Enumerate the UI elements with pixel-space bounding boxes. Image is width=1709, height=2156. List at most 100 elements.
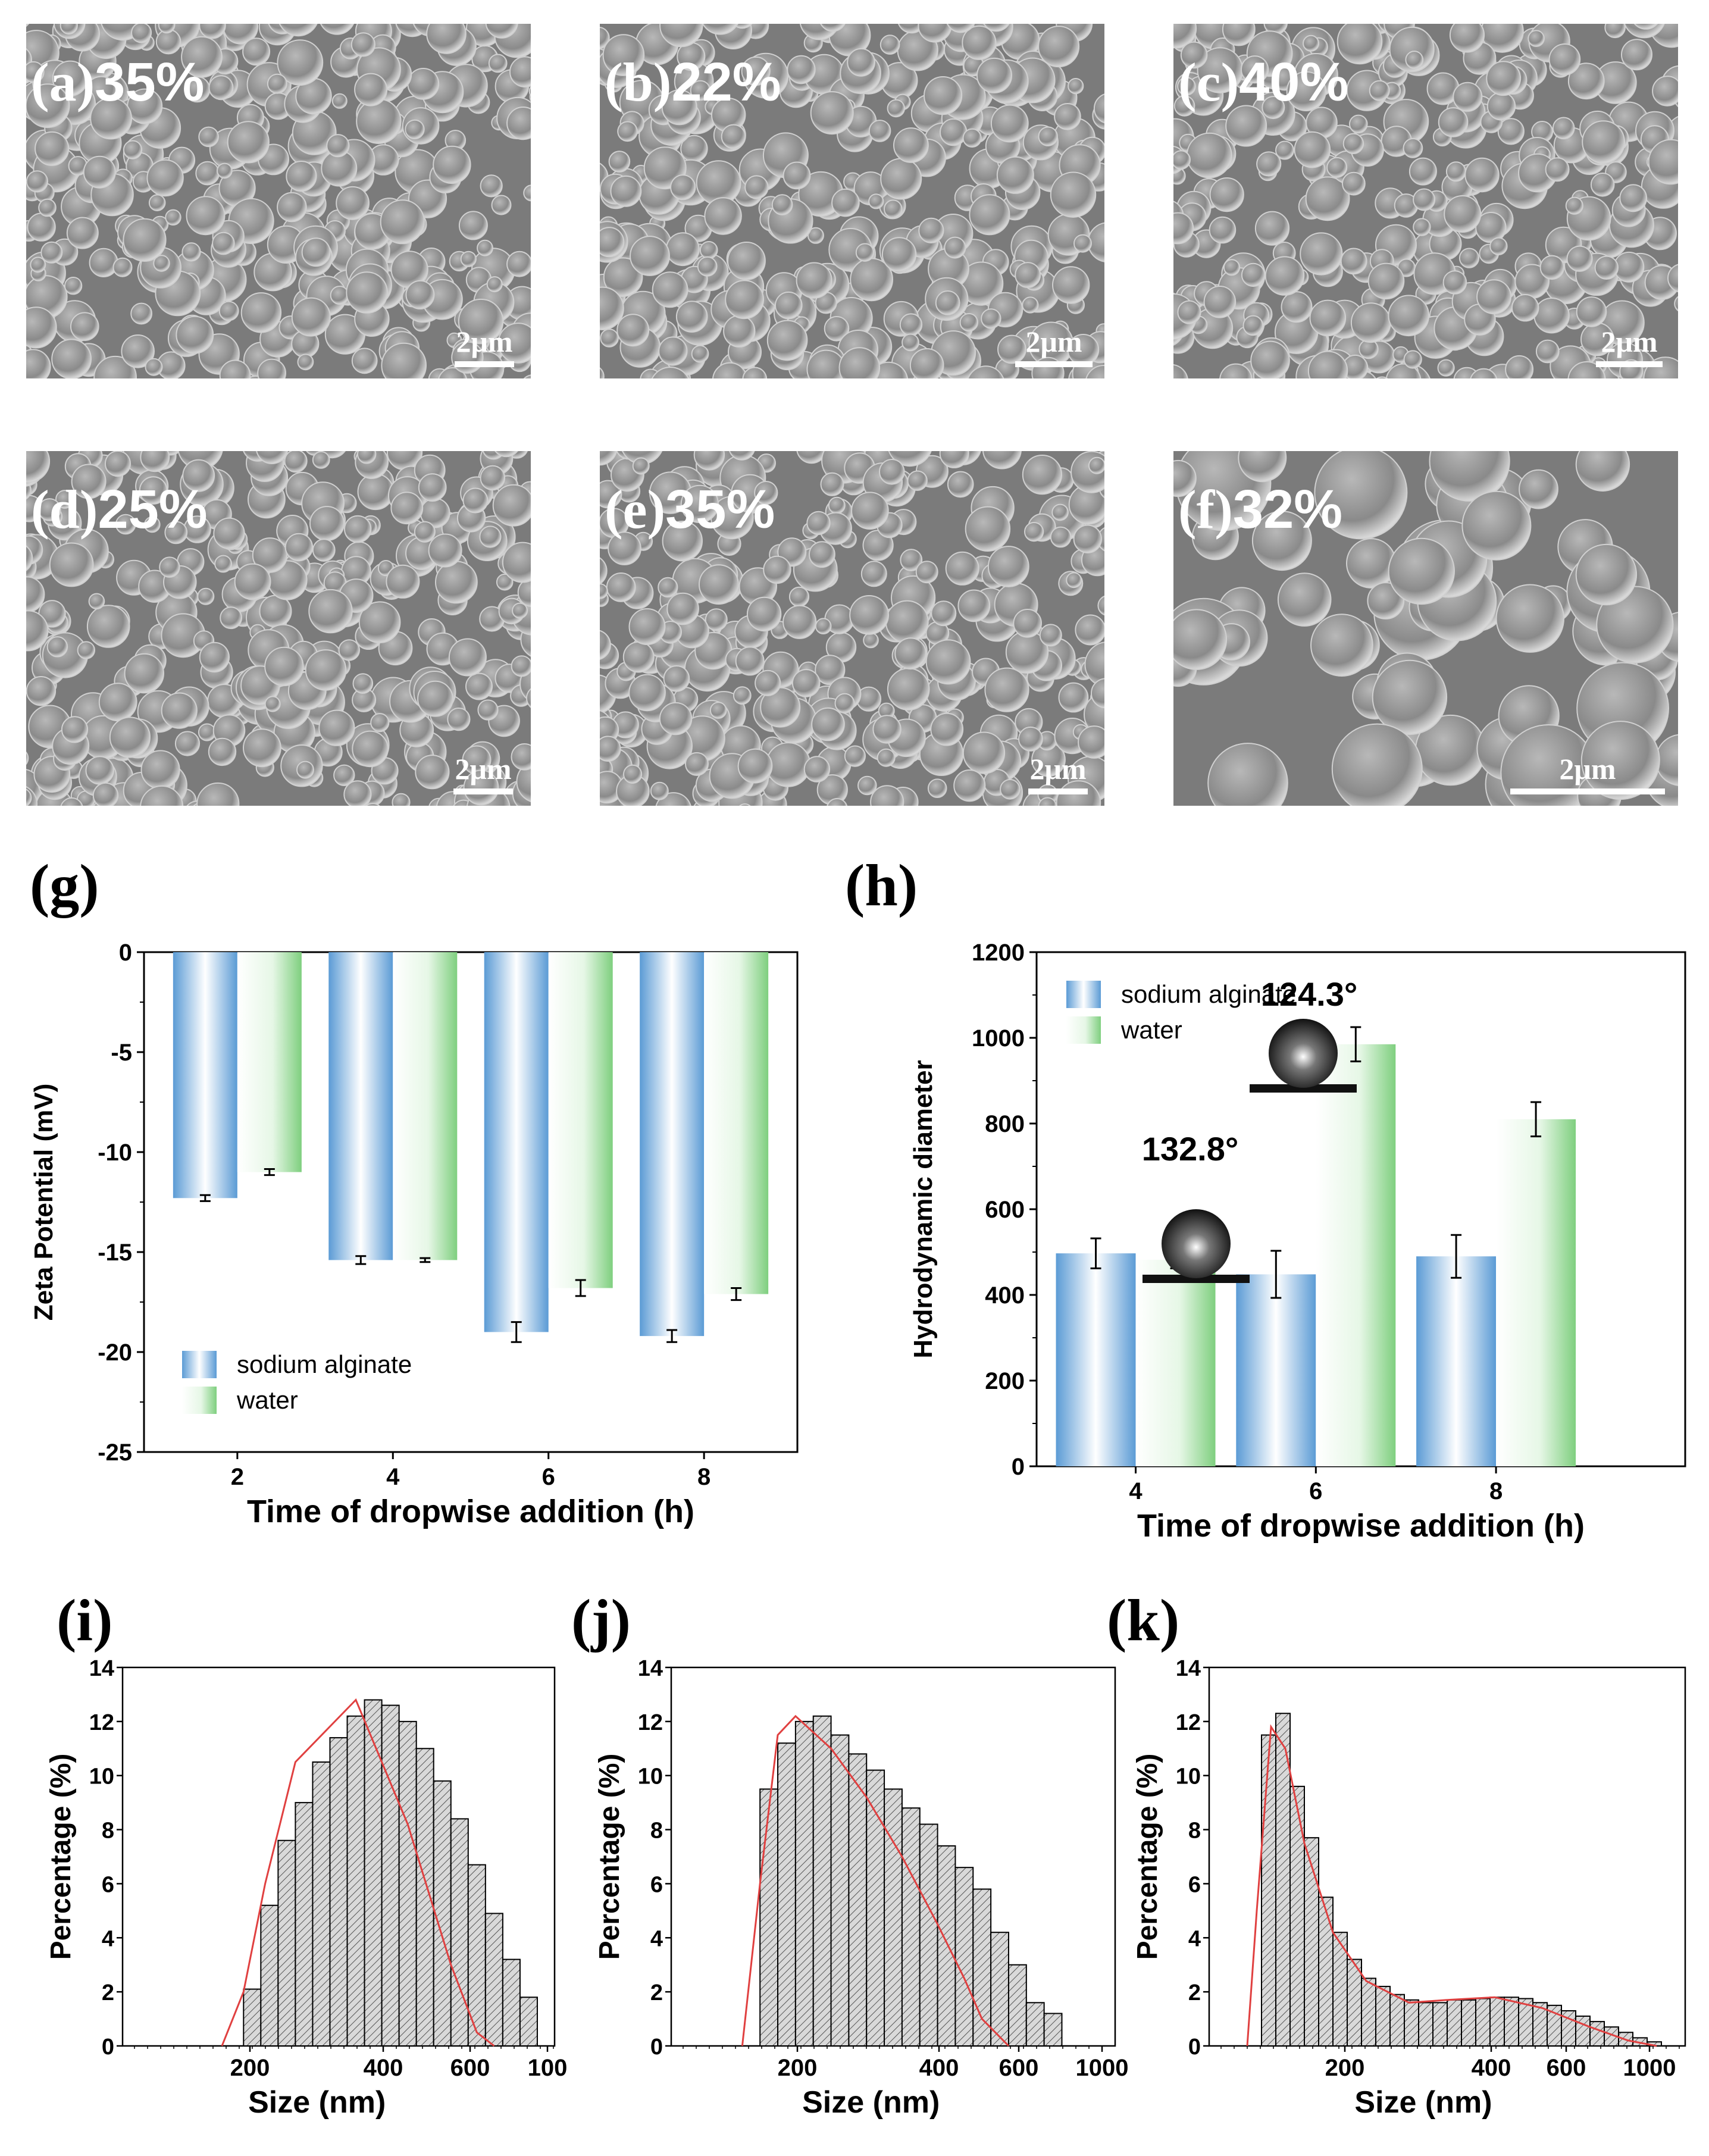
substrate (1250, 1084, 1357, 1093)
particle (1388, 295, 1430, 337)
particle (969, 194, 1010, 236)
particle (242, 37, 271, 66)
particle (296, 761, 314, 779)
particle (144, 516, 161, 533)
particle (1054, 103, 1081, 130)
histogram-bar (381, 1704, 400, 2047)
particle (26, 451, 51, 483)
particle (622, 641, 655, 673)
particle (284, 451, 308, 473)
particle (870, 785, 904, 806)
particle (1575, 543, 1638, 606)
particle (240, 292, 282, 333)
particle (1286, 71, 1326, 111)
histogram-bar (1589, 2021, 1605, 2047)
bar-water (393, 952, 458, 1260)
x-axis-label: Size (nm) (802, 2085, 940, 2120)
particle (27, 212, 56, 242)
particle (1075, 614, 1104, 646)
particle (663, 665, 690, 692)
particle (907, 470, 928, 491)
particle (918, 217, 944, 243)
histogram-bar (1025, 2002, 1045, 2047)
particle (92, 782, 119, 806)
water-droplet-icon (1162, 1209, 1231, 1278)
particle (381, 342, 427, 378)
particle (124, 653, 165, 694)
y-tick-label: -5 (111, 1040, 132, 1066)
particle (666, 592, 699, 625)
particle (350, 32, 376, 57)
particle (506, 251, 531, 277)
particle (264, 696, 281, 712)
particle (26, 788, 32, 806)
particle (1022, 455, 1063, 495)
particle (356, 98, 402, 145)
particle (1209, 177, 1244, 212)
particle (83, 155, 116, 189)
particle (1545, 157, 1570, 182)
particle (909, 348, 944, 378)
particle (659, 702, 693, 736)
particle (1590, 172, 1615, 197)
particle (1173, 24, 1197, 49)
particle (492, 484, 531, 527)
particle (965, 506, 1011, 552)
particle (523, 184, 531, 202)
particle (98, 683, 137, 722)
particle (463, 769, 499, 806)
particle (1000, 779, 1021, 800)
particle (610, 175, 642, 207)
y-tick-label: 4 (102, 1926, 114, 1951)
particle (26, 610, 49, 652)
particle (1413, 218, 1431, 236)
histogram-bar (1418, 2002, 1433, 2047)
sem-texture (600, 24, 1104, 378)
x-tick-label: 4 (386, 1464, 400, 1490)
particle (284, 533, 314, 562)
size-distribution-chart-j: 0 2 4 6 8 10 12 14 200 400 600 1000 Size (nm) Percent… (594, 1656, 1128, 2120)
particle (860, 561, 887, 587)
particle (1461, 490, 1532, 561)
particle (1648, 139, 1678, 185)
particle (691, 345, 709, 363)
y-tick-label: 12 (638, 1710, 663, 1735)
particle (1177, 300, 1201, 324)
particle (35, 131, 70, 166)
particle (699, 241, 718, 259)
particle (123, 218, 167, 262)
particle (351, 348, 378, 374)
x-tick-label: 400 (1472, 2055, 1511, 2081)
sem-label: (d)25% (31, 479, 208, 540)
particle (1667, 264, 1678, 293)
particle (1013, 609, 1043, 638)
particle (851, 492, 889, 530)
particle (1336, 24, 1383, 65)
particle (528, 86, 531, 97)
particle (212, 231, 235, 255)
particle (1476, 279, 1512, 315)
particle (88, 593, 105, 610)
particle (1180, 41, 1208, 69)
particle (600, 480, 622, 509)
particle (847, 48, 876, 77)
histogram-bar (884, 1788, 903, 2047)
histogram-bar (398, 1720, 417, 2047)
particle (512, 602, 528, 619)
particle (52, 60, 89, 97)
histogram-bar (277, 1839, 296, 2047)
particle (1051, 503, 1069, 521)
particle (1173, 150, 1191, 170)
particle (480, 465, 506, 491)
particle (1015, 262, 1041, 289)
particle (1495, 584, 1564, 653)
particle (511, 743, 531, 771)
particle (600, 328, 619, 348)
histogram-bar (484, 1913, 503, 2047)
particle (617, 121, 638, 142)
legend-label: sodium alginate (237, 1350, 412, 1378)
particle (962, 731, 1006, 774)
histogram-bar (1404, 1999, 1419, 2047)
particle (197, 587, 215, 605)
particle (1073, 234, 1092, 253)
